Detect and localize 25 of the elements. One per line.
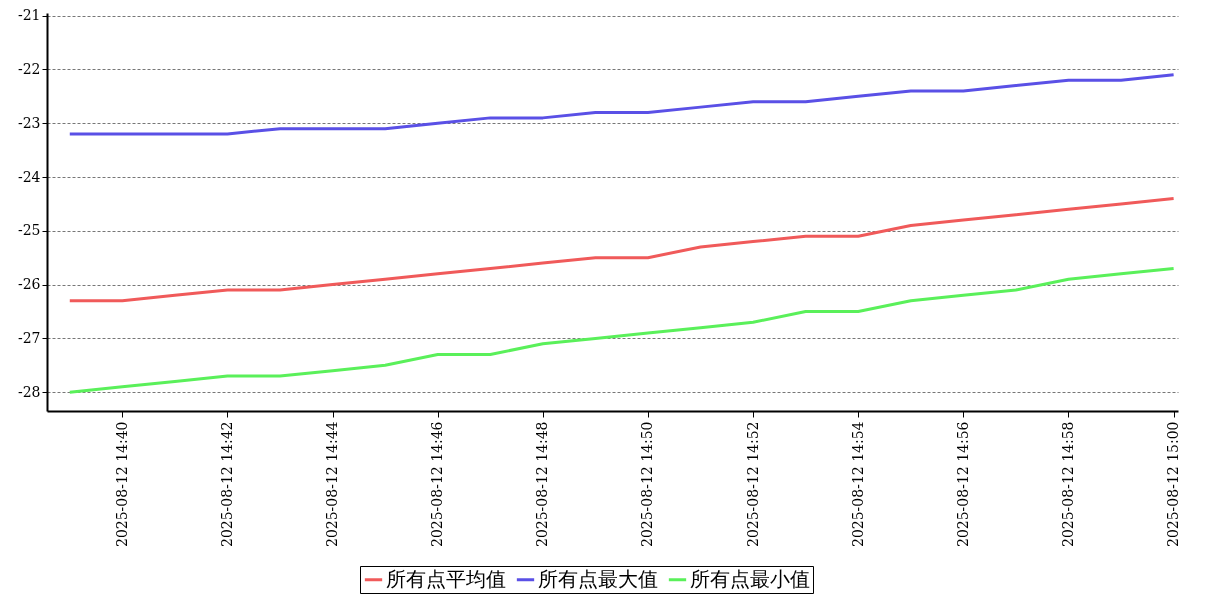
y-tick-label: -26 — [17, 276, 41, 293]
x-tick-label: 2025-08-12 15:00 — [1165, 421, 1182, 548]
x-tick-label: 2025-08-12 14:56 — [954, 421, 971, 548]
y-tick-label: -27 — [17, 329, 41, 346]
x-tick-label: 2025-08-12 14:42 — [218, 421, 235, 548]
y-tick-label: -25 — [17, 222, 41, 239]
y-tick-label: -22 — [17, 60, 41, 77]
y-tick-label: -24 — [17, 168, 41, 185]
legend-label: 所有点平均值 — [386, 566, 506, 591]
x-tick-label: 2025-08-12 14:48 — [534, 421, 551, 548]
x-tick-label: 2025-08-12 14:50 — [639, 421, 656, 548]
line-series — [68, 73, 1176, 136]
y-tick-label: -23 — [17, 114, 41, 131]
line-series — [68, 266, 1176, 394]
legend-label: 所有点最大值 — [538, 566, 658, 591]
x-tick-label: 2025-08-12 14:46 — [429, 421, 446, 548]
x-tick-label: 2025-08-12 14:40 — [113, 421, 130, 548]
y-tick-label: -21 — [17, 7, 41, 24]
y-tick-label: -28 — [17, 383, 41, 400]
x-tick-label: 2025-08-12 14:54 — [849, 421, 866, 548]
x-tick-label: 2025-08-12 14:52 — [744, 421, 761, 548]
x-tick-label: 2025-08-12 14:44 — [324, 421, 341, 548]
legend-label: 所有点最小值 — [690, 566, 810, 591]
line-series — [68, 197, 1176, 303]
x-tick-label: 2025-08-12 14:58 — [1059, 421, 1076, 548]
